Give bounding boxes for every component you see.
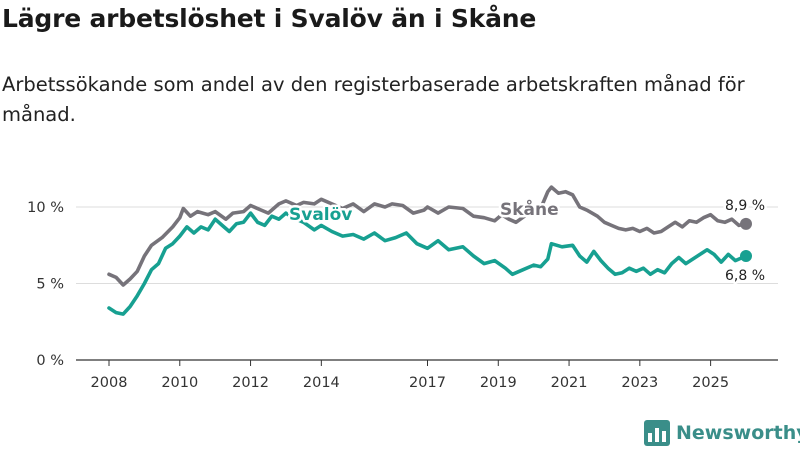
x-tick-label: 2010 [161, 375, 198, 391]
brand-logo[interactable]: Newsworthy [644, 420, 800, 446]
newsworthy-icon [644, 420, 670, 446]
x-tick-label: 2012 [232, 375, 269, 391]
x-tick-label: 2023 [621, 375, 658, 391]
series-label-svalov: Svalöv [289, 205, 352, 225]
y-tick-label: 5 % [36, 277, 64, 293]
x-tick-label: 2008 [91, 375, 128, 391]
series-line-svalov [107, 211, 748, 316]
series-layer [107, 185, 752, 316]
chart-subtitle: Arbetssökande som andel av den registerb… [2, 73, 745, 126]
y-tick-label: 0 % [36, 353, 64, 369]
x-tick-label: 2021 [551, 375, 588, 391]
x-tick-label: 2025 [692, 375, 729, 391]
end-point-skane [740, 217, 752, 230]
label-layer: Skåne Svalöv 8,9 % 6,8 % [287, 195, 768, 286]
x-tick-label: 2017 [409, 375, 446, 391]
axis-layer: 0 % 5 % 10 % 2008 2010 2012 2014 2017 2019 2021 20… [27, 200, 778, 391]
y-tick-label: 10 % [27, 200, 64, 216]
x-tick-label: 2014 [303, 375, 340, 391]
end-label-skane: 8,9 % [725, 198, 765, 214]
end-label-svalov: 6,8 % [725, 268, 765, 284]
series-label-skane: Skåne [500, 198, 559, 220]
brand-name: Newsworthy [676, 422, 800, 444]
end-point-svalov [740, 249, 752, 262]
series-line-skane [107, 185, 748, 287]
x-tick-label: 2019 [480, 375, 517, 391]
chart-title: Lägre arbetslöshet i Svalöv än i Skåne [2, 4, 537, 33]
